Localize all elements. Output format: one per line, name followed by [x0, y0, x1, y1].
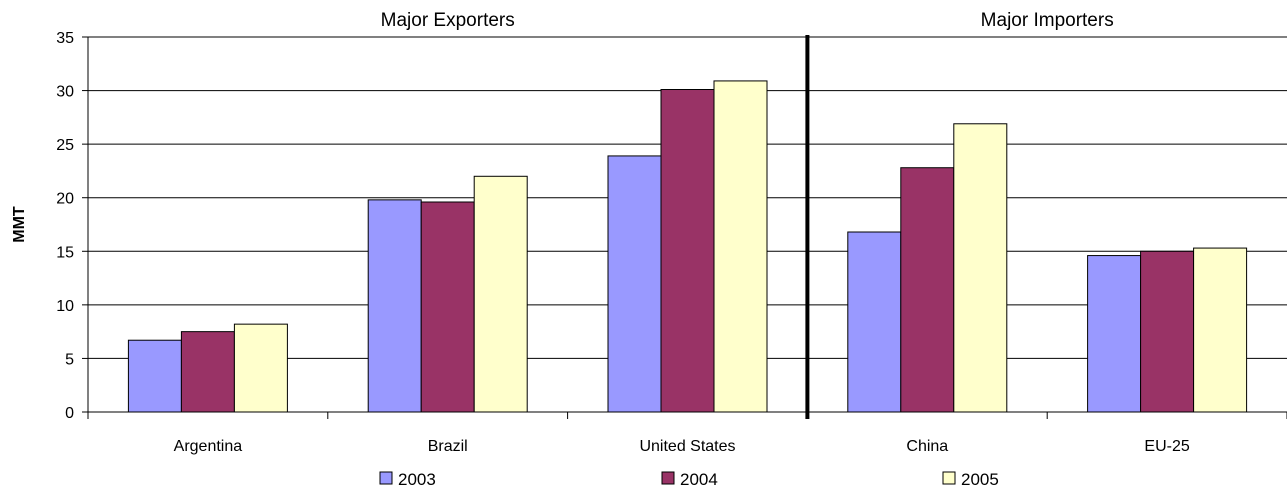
- group-title: Major Importers: [981, 10, 1114, 31]
- axes: 0 5 10 15 20 25 30 35 Argentina Brazil United Stat…: [56, 30, 1287, 455]
- legend-swatch: [661, 471, 675, 485]
- bar-2003-united-states: [607, 155, 662, 413]
- bar-2004-argentina: [180, 331, 235, 413]
- y-tick-label: 25: [56, 137, 74, 154]
- legend: 2003 2004 2005: [379, 470, 999, 489]
- bar-2004-china: [900, 167, 955, 413]
- legend-label: 2003: [398, 470, 436, 489]
- bar-2003-china: [847, 231, 902, 413]
- y-tick-label: 20: [56, 191, 74, 208]
- x-category-label: China: [906, 438, 948, 455]
- bar-2004-eu-25: [1140, 250, 1195, 413]
- x-category-label: Argentina: [174, 438, 243, 455]
- y-tick-label: 10: [56, 298, 74, 315]
- bar-2005-argentina: [233, 323, 288, 413]
- y-tick-label: 0: [65, 405, 74, 422]
- bar-2005-china: [953, 123, 1008, 413]
- bar-2003-argentina: [127, 339, 182, 413]
- x-category-label: United States: [639, 438, 735, 455]
- y-tick-label: 30: [56, 84, 74, 101]
- y-tick-label: 15: [56, 244, 74, 261]
- group-title: Major Exporters: [381, 10, 515, 31]
- bar-2005-brazil: [473, 175, 528, 413]
- y-axis-label: MMT: [11, 206, 28, 243]
- bar-2004-united-states: [660, 89, 715, 413]
- bar-2005-united-states: [713, 80, 768, 413]
- legend-label: 2004: [680, 470, 718, 489]
- x-category-label: EU-25: [1144, 438, 1189, 455]
- y-tick-label: 35: [56, 30, 74, 47]
- y-tick-label: 5: [65, 351, 74, 368]
- bars: [127, 80, 1248, 413]
- bar-2005-eu-25: [1193, 247, 1248, 413]
- bar-2003-brazil: [367, 199, 422, 413]
- group-titles: Major Exporters Major Importers: [381, 10, 1114, 31]
- bar-2004-brazil: [420, 201, 475, 413]
- bar-2003-eu-25: [1087, 255, 1142, 413]
- legend-swatch: [942, 471, 956, 485]
- legend-swatch: [379, 471, 393, 485]
- x-category-label: Brazil: [428, 438, 468, 455]
- legend-label: 2005: [961, 470, 999, 489]
